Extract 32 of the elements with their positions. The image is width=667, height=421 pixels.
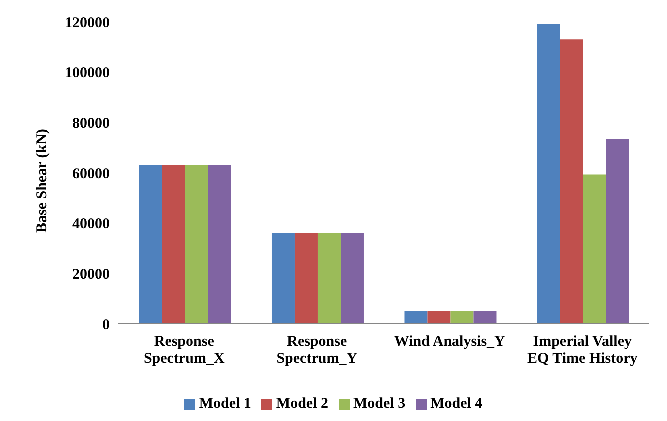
x-tick-label: Imperial Valley EQ Time History bbox=[527, 334, 638, 367]
bar bbox=[318, 233, 341, 324]
y-tick-label: 80000 bbox=[72, 116, 110, 132]
y-tick-label: 120000 bbox=[65, 15, 110, 32]
x-tick-label: Response Spectrum_X bbox=[144, 334, 225, 367]
x-tick-label: Response Spectrum_Y bbox=[276, 334, 358, 367]
legend-label: Model 3 bbox=[354, 396, 406, 412]
y-tick-label: 100000 bbox=[65, 66, 110, 82]
bar bbox=[404, 311, 428, 324]
bar bbox=[294, 233, 318, 324]
bar bbox=[272, 233, 295, 324]
bar bbox=[537, 24, 560, 324]
bar bbox=[162, 165, 186, 324]
bar bbox=[474, 311, 497, 324]
bar bbox=[340, 233, 364, 324]
legend-label: Model 1 bbox=[199, 396, 252, 412]
bar bbox=[208, 165, 232, 324]
y-tick-label: 0 bbox=[102, 317, 110, 334]
y-tick-label: 60000 bbox=[72, 166, 110, 182]
y-tick-label: 20000 bbox=[72, 266, 110, 283]
bar bbox=[606, 139, 630, 324]
legend-label: Model 4 bbox=[430, 396, 483, 412]
legend-label: Model 2 bbox=[276, 396, 328, 412]
y-tick-label: 40000 bbox=[72, 216, 110, 233]
bar bbox=[428, 311, 451, 324]
bar bbox=[583, 174, 606, 324]
bar bbox=[560, 40, 584, 324]
x-tick-label: Wind Analysis_Y bbox=[394, 334, 506, 350]
bar bbox=[139, 165, 162, 324]
y-axis-title: Base Shear (kN) bbox=[34, 129, 50, 233]
bar bbox=[185, 165, 208, 324]
bar bbox=[450, 311, 474, 324]
